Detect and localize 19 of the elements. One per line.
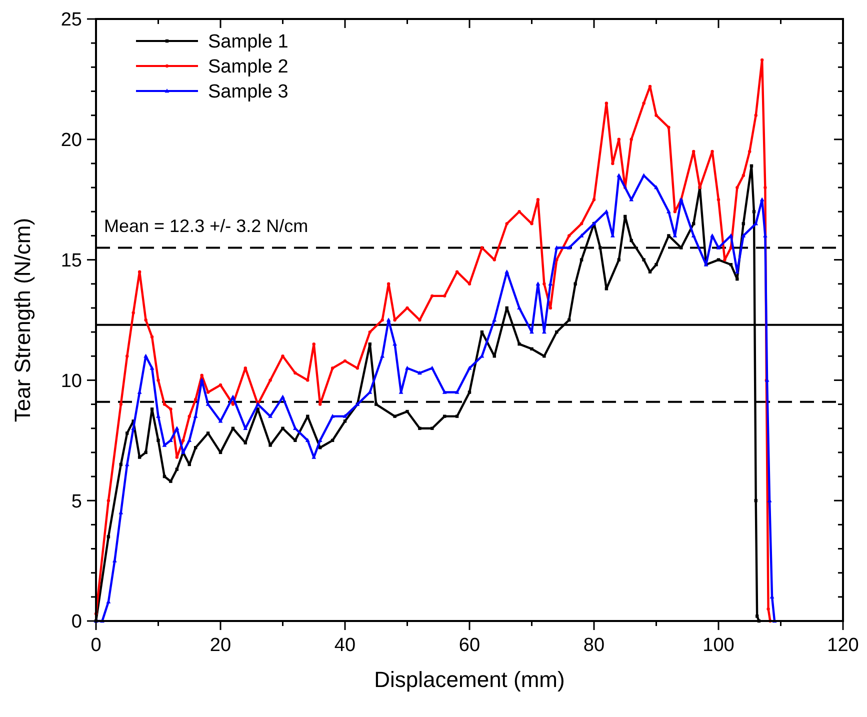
x-tick-label: 40 <box>334 635 356 656</box>
x-tick-label: 20 <box>210 635 232 656</box>
x-tick-label: 80 <box>583 635 605 656</box>
x-tick-label: 100 <box>702 635 734 656</box>
y-tick-label: 20 <box>60 130 82 152</box>
legend-label: Sample 1 <box>208 32 288 53</box>
legend-label: Sample 2 <box>208 56 288 78</box>
x-axis-title: Displacement (mm) <box>374 667 565 692</box>
y-tick-label: 5 <box>71 491 82 512</box>
y-tick-label: 0 <box>71 612 82 633</box>
annotation: Mean = 12.3 +/- 3.2 N/cm <box>104 216 308 236</box>
y-tick-label: 15 <box>60 250 82 272</box>
y-axis-title: Tear Strength (N/cm) <box>10 218 35 422</box>
y-tick-label: 10 <box>60 370 82 392</box>
x-tick-label: 120 <box>827 635 859 656</box>
y-tick-label: 25 <box>60 10 82 31</box>
legend-label: Sample 3 <box>208 82 288 103</box>
x-tick-label: 0 <box>90 635 102 656</box>
x-tick-label: 60 <box>458 635 480 656</box>
